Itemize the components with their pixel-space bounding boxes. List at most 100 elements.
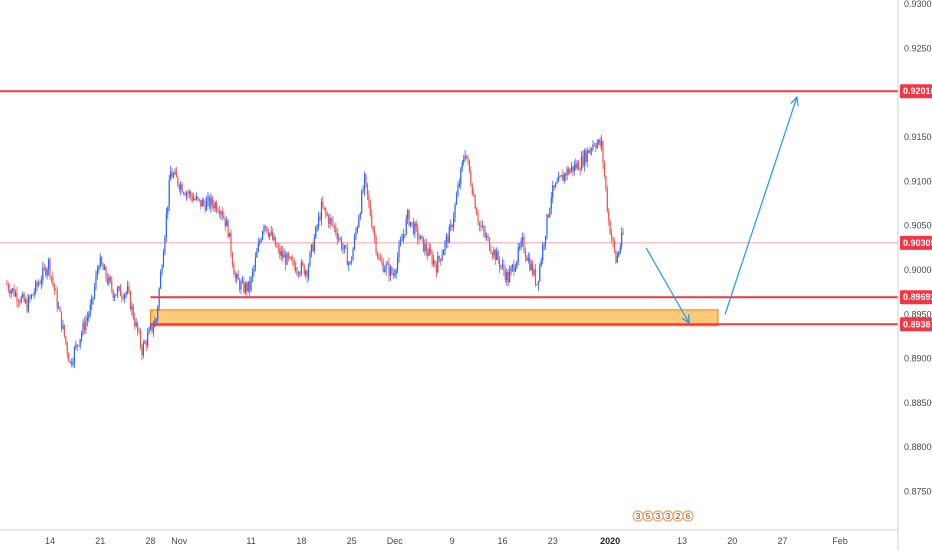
candle-body	[363, 174, 366, 191]
candle-body	[539, 265, 541, 281]
candle-body	[395, 269, 397, 274]
candle-body	[42, 267, 44, 281]
candle-body	[22, 294, 24, 298]
candle-body	[326, 213, 328, 216]
candle-body	[359, 213, 361, 219]
candle-body	[171, 171, 173, 177]
candle-body	[323, 207, 325, 209]
candle-body	[302, 262, 304, 265]
candle-body	[184, 193, 186, 196]
candle-body	[211, 197, 213, 205]
arrow-head-icon	[681, 314, 690, 325]
candle-body	[181, 184, 183, 193]
candle-body	[197, 196, 199, 199]
price-tag-label: 0.89387	[903, 319, 932, 329]
candle-body	[407, 210, 409, 219]
candle-body	[474, 195, 476, 209]
candle-body	[114, 295, 116, 298]
candle-body	[599, 139, 601, 146]
candle-body	[577, 162, 580, 170]
candle-body	[239, 280, 241, 290]
candle-body	[500, 265, 502, 268]
candle-body	[384, 269, 386, 272]
candle-body	[218, 211, 221, 215]
candle-body	[320, 201, 323, 220]
candle-body	[52, 277, 54, 284]
candle-body	[394, 273, 396, 276]
candle-body	[385, 264, 387, 270]
candle-body	[588, 150, 590, 153]
candle-body	[141, 346, 143, 356]
event-marker-label: 5	[646, 512, 651, 521]
x-tick-label: 27	[778, 536, 788, 546]
candle-body	[12, 288, 14, 291]
candle-body	[490, 250, 492, 254]
candle-body	[589, 149, 591, 153]
candle-body	[86, 317, 88, 321]
candle-body	[483, 226, 485, 232]
candle-body	[46, 269, 48, 276]
candle-body	[556, 181, 558, 184]
candle-body	[312, 244, 314, 252]
price-tag	[900, 317, 932, 332]
candle-body	[401, 239, 403, 242]
x-tick-label: 28	[146, 536, 156, 546]
candle-body	[582, 156, 584, 166]
candle-body	[491, 253, 493, 256]
candle-body	[10, 290, 12, 294]
candle-body	[145, 341, 147, 346]
candle-body	[358, 218, 360, 228]
candle-body	[210, 197, 212, 208]
candle-body	[190, 191, 192, 196]
candle-body	[292, 259, 294, 261]
candle-body	[50, 276, 53, 278]
candle-body	[494, 249, 496, 261]
candle-body	[191, 195, 193, 201]
candle-body	[441, 254, 443, 261]
candle-body	[305, 270, 307, 275]
candle-body	[585, 150, 587, 162]
support-zone	[150, 309, 719, 327]
candle-body	[473, 194, 475, 196]
candle-body	[417, 226, 419, 239]
candle-body	[338, 238, 340, 240]
candle-body	[448, 226, 450, 243]
candle-body	[83, 322, 86, 330]
candle-body	[397, 257, 399, 270]
x-tick-label: 2020	[600, 536, 620, 546]
candle-body	[488, 237, 491, 251]
x-tick-label: 23	[548, 536, 558, 546]
candle-body	[455, 195, 458, 205]
candle-body	[549, 208, 551, 217]
candle-body	[555, 183, 557, 188]
candle-body	[193, 198, 195, 201]
candle-body	[376, 252, 379, 257]
candle-body	[129, 291, 132, 310]
x-tick-label: 11	[246, 536, 255, 546]
candle-body	[432, 260, 435, 264]
candle-body	[598, 139, 600, 144]
candle-body	[108, 277, 110, 284]
candle-body	[103, 266, 106, 270]
candle-body	[559, 176, 561, 178]
candle-body	[27, 297, 30, 312]
candle-body	[81, 333, 83, 339]
candle-body	[284, 254, 287, 265]
candle-body	[188, 191, 190, 194]
candle-body	[63, 324, 65, 337]
candle-body	[306, 270, 308, 277]
candle-body	[177, 176, 179, 185]
candle-body	[503, 264, 505, 272]
candle-body	[543, 244, 545, 246]
candle-body	[310, 244, 313, 253]
candle-body	[318, 216, 320, 227]
candle-body	[226, 220, 228, 227]
candle-body	[223, 216, 225, 219]
candle-body	[109, 277, 111, 282]
candle-body	[82, 322, 84, 334]
candle-body	[530, 263, 532, 271]
